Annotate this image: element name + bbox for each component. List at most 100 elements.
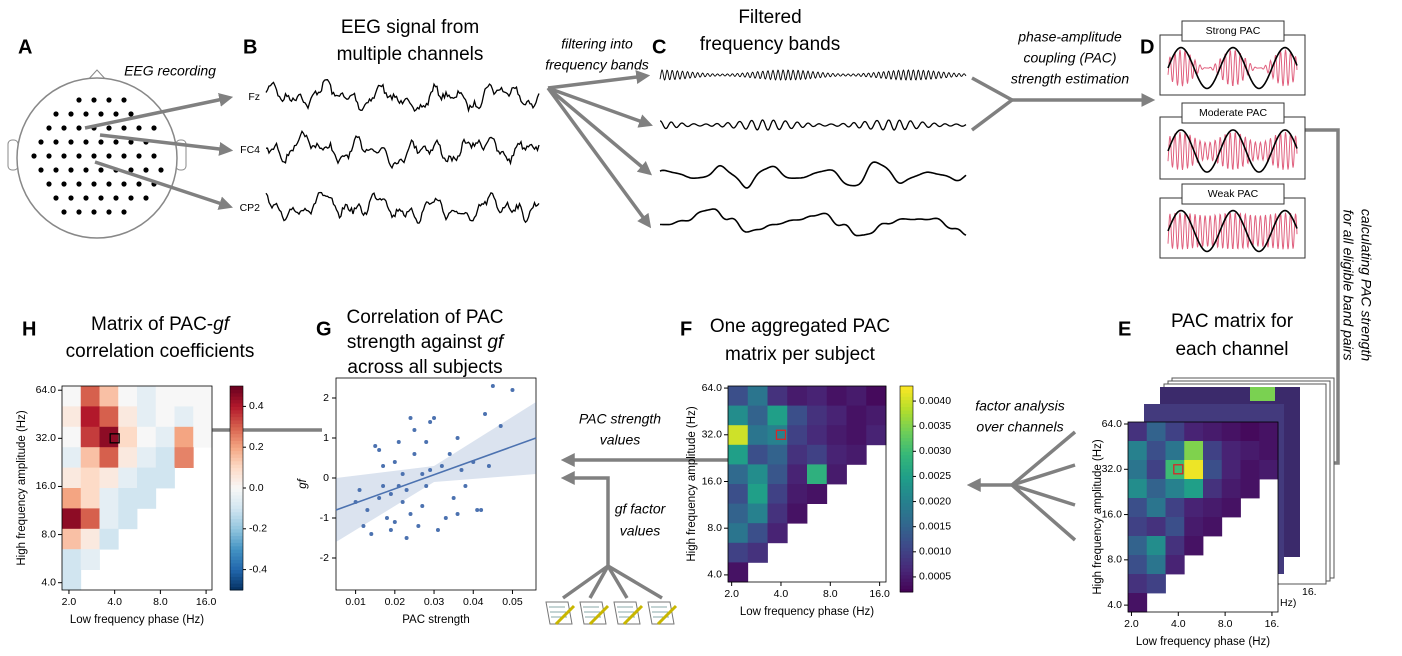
electrode [68,195,74,201]
heatmap-cell [1146,555,1166,575]
heatmap-cell [767,425,788,446]
y-tick-label: 32.0 [36,432,57,444]
channel-label: FC4 [240,144,260,156]
scatter-point [408,512,413,516]
y-tick-label: 64.0 [702,382,723,394]
colorbar-step [230,552,243,557]
colorbar-step [230,406,243,411]
electrode [46,153,52,159]
panel-letter: A [18,36,32,58]
colorbar-step [900,537,913,541]
phase-signal [1167,46,1298,90]
arrow-label: over channels [976,419,1063,435]
scatter-point [432,416,437,420]
colorbar-step [230,447,243,452]
y-tick-label: 16.0 [702,475,723,487]
confidence-band [336,402,536,542]
heatmap-cell [80,386,100,407]
heatmap-cell [1165,422,1185,442]
colorbar-step [230,409,243,414]
electrode [46,125,52,131]
x-tick-label: 0.01 [345,596,366,608]
heatmap-cell [747,464,768,485]
colorbar-label: 0.4 [249,400,264,412]
panel-title: Correlation of PAC [347,307,504,328]
heatmap-cell [1165,536,1185,556]
heatmap-cell [1165,555,1185,575]
colorbar-step [230,474,243,479]
colorbar-step [900,392,913,397]
heatmap-cell [728,444,749,465]
heatmap-cell [1128,593,1148,613]
heatmap-cell [62,528,82,550]
scatter-point [412,452,417,456]
panel-title: frequency bands [700,34,841,55]
electrode [158,167,164,173]
colorbar-step [230,576,243,581]
y-tick-label: 1 [323,432,329,444]
heatmap-cell [728,542,749,563]
arrow-label: values [620,523,660,539]
heatmap-cell [728,484,749,504]
colorbar-step [900,492,913,497]
heatmap-cell [747,425,768,446]
colorbar-step [900,451,913,456]
electrode [76,181,82,187]
panel-title-part: Matrix of PAC- [91,314,213,335]
colorbar-step [900,578,913,583]
colorbar-step [230,488,243,492]
electrode [143,167,149,173]
phase-signal [1167,129,1298,173]
scatter-point [408,416,413,420]
heatmap-cell [62,569,82,591]
colorbar-step [230,498,243,503]
heatmap-cell [1128,422,1148,442]
x-tick-label: 2.0 [1124,618,1139,630]
x-tick-label: 16.0 [869,588,890,600]
heatmap-cell [767,444,788,465]
electrode [106,153,112,159]
electrode [106,181,112,187]
heatmap-cell [99,508,119,530]
electrode [53,139,59,145]
colorbar-step [230,450,243,455]
score-sheets [545,601,678,626]
heatmap-cell [1146,479,1166,499]
heatmap-cell [1165,479,1185,499]
heatmap-cell [787,464,808,485]
colorbar-step [900,406,913,411]
arrow-label: values [600,432,640,448]
colorbar-step [230,559,243,564]
colorbar-step [230,542,243,547]
colorbar-step [900,547,913,552]
panel-title-part: gf [487,332,505,353]
colorbar-step [900,530,913,535]
heatmap-cell [1128,460,1148,480]
heatmap-cell [1184,441,1204,461]
heatmap-cell [807,425,828,446]
colorbar-step [230,508,243,513]
electrode [76,97,82,103]
scatter-point [424,440,429,444]
colorbar-step [900,434,913,438]
scatter-point [396,440,401,444]
electrode [98,139,104,145]
electrode [76,125,82,131]
electrode [121,97,127,103]
x-axis-label: Low frequency phase (Hz) [740,606,874,618]
electrode [68,167,74,173]
heatmap-cell [787,503,808,524]
x-tick-label: 2.0 [724,588,739,600]
colorbar-step [900,444,913,449]
panel-letter: C [652,36,666,58]
heatmap-cell [1184,498,1204,518]
electrode [128,167,134,173]
colorbar-step [900,399,913,404]
highlight-cell [109,433,120,444]
heatmap-cell [1165,441,1185,461]
heatmap-cell [137,406,157,428]
colorbar-step [900,499,913,504]
colorbar-step [230,403,243,407]
colorbar-step [900,447,913,452]
colorbar-step [900,554,913,559]
